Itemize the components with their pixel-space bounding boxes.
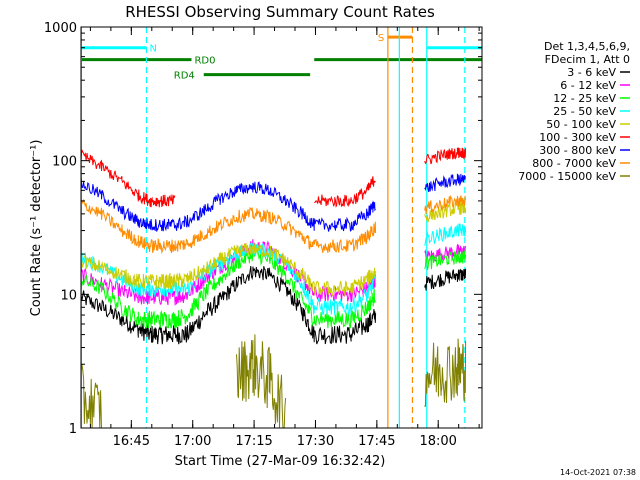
x-tick-label: 17:30 bbox=[297, 434, 334, 449]
state-label-s: S bbox=[378, 33, 384, 44]
series-300-800-kev bbox=[81, 173, 466, 233]
state-label-rd0: RD0 bbox=[194, 56, 215, 67]
legend-label-3-6-kev: 3 - 6 keV bbox=[567, 66, 616, 79]
series-25-50-kev bbox=[81, 222, 467, 317]
x-axis-ticks: 16:45 17:00 17:15 17:30 17:45 18:00 bbox=[89, 27, 480, 449]
legend-label-25-50-kev: 25 - 50 keV bbox=[553, 105, 616, 118]
count-rate-series bbox=[81, 147, 467, 428]
x-tick-label: 17:15 bbox=[235, 434, 272, 449]
series-800-7000-kev bbox=[81, 194, 467, 255]
x-tick-label: 17:45 bbox=[358, 434, 395, 449]
series-50-100-kev bbox=[81, 202, 467, 297]
x-tick-label: 17:00 bbox=[174, 434, 211, 449]
legend-label-7000-15000-kev: 7000 - 15000 keV bbox=[518, 170, 616, 183]
y-axis-ticks: 1 10 100 1000 bbox=[44, 21, 482, 437]
x-tick-label: 18:00 bbox=[419, 434, 456, 449]
y-tick-label: 1 bbox=[69, 422, 77, 437]
x-axis-label: Start Time (27-Mar-09 16:32:42) bbox=[175, 454, 386, 469]
legend: Det 1,3,4,5,6,9,FDecim 1, Att 03 - 6 keV… bbox=[518, 40, 630, 183]
legend-label-800-7000-kev: 800 - 7000 keV bbox=[532, 157, 616, 170]
state-label-n: N bbox=[149, 44, 156, 55]
legend-header-line: FDecim 1, Att 0 bbox=[545, 53, 630, 66]
series-12-25-kev bbox=[81, 248, 467, 329]
legend-label-6-12-kev: 6 - 12 keV bbox=[560, 79, 616, 92]
series-100-300-kev bbox=[81, 147, 467, 208]
y-tick-label: 1000 bbox=[44, 21, 77, 36]
instrument-state-labels: N RD0 RD4 S bbox=[149, 33, 384, 82]
legend-label-12-25-kev: 12 - 25 keV bbox=[553, 92, 616, 105]
plot-frame bbox=[80, 26, 483, 429]
generation-timestamp: 14-Oct-2021 07:38 bbox=[560, 468, 636, 477]
series-7000-15000-kev bbox=[81, 334, 467, 428]
x-tick-label: 16:45 bbox=[113, 434, 150, 449]
legend-label-50-100-kev: 50 - 100 keV bbox=[546, 118, 616, 131]
instrument-state-bars bbox=[81, 35, 482, 77]
chart-title: RHESSI Observing Summary Count Rates bbox=[125, 3, 435, 21]
y-tick-label: 100 bbox=[52, 155, 77, 170]
y-axis-label: Count Rate (s⁻¹ detector⁻¹) bbox=[29, 140, 44, 317]
y-tick-label: 10 bbox=[60, 288, 77, 303]
legend-header-line: Det 1,3,4,5,6,9, bbox=[544, 40, 630, 53]
legend-label-300-800-kev: 300 - 800 keV bbox=[539, 144, 616, 157]
legend-label-100-300-kev: 100 - 300 keV bbox=[539, 131, 616, 144]
state-label-rd4: RD4 bbox=[174, 71, 195, 82]
series-3-6-kev bbox=[81, 266, 467, 345]
